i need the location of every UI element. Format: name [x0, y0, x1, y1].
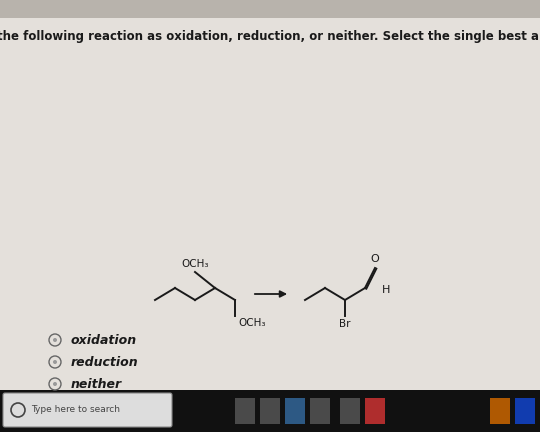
Bar — [0, 0, 540, 18]
Bar — [310, 398, 330, 424]
Circle shape — [53, 338, 57, 342]
Text: O: O — [370, 254, 380, 264]
Bar — [235, 398, 255, 424]
Text: H: H — [382, 285, 390, 295]
Bar — [515, 398, 535, 424]
Bar — [490, 398, 510, 424]
FancyBboxPatch shape — [3, 393, 172, 427]
Text: OCH₃: OCH₃ — [181, 259, 209, 269]
Text: neither: neither — [71, 378, 122, 391]
Circle shape — [53, 382, 57, 386]
Text: Label the following reaction as oxidation, reduction, or neither. Select the sin: Label the following reaction as oxidatio… — [0, 30, 540, 43]
Text: OCH₃: OCH₃ — [238, 318, 266, 328]
Bar — [260, 398, 280, 424]
Bar — [285, 398, 305, 424]
Circle shape — [53, 360, 57, 364]
Bar — [365, 398, 385, 424]
Bar — [340, 398, 360, 424]
Bar — [0, 390, 540, 432]
Text: reduction: reduction — [71, 356, 139, 368]
Text: Type here to search: Type here to search — [31, 406, 120, 414]
Text: oxidation: oxidation — [71, 334, 137, 346]
Text: Br: Br — [339, 319, 351, 329]
